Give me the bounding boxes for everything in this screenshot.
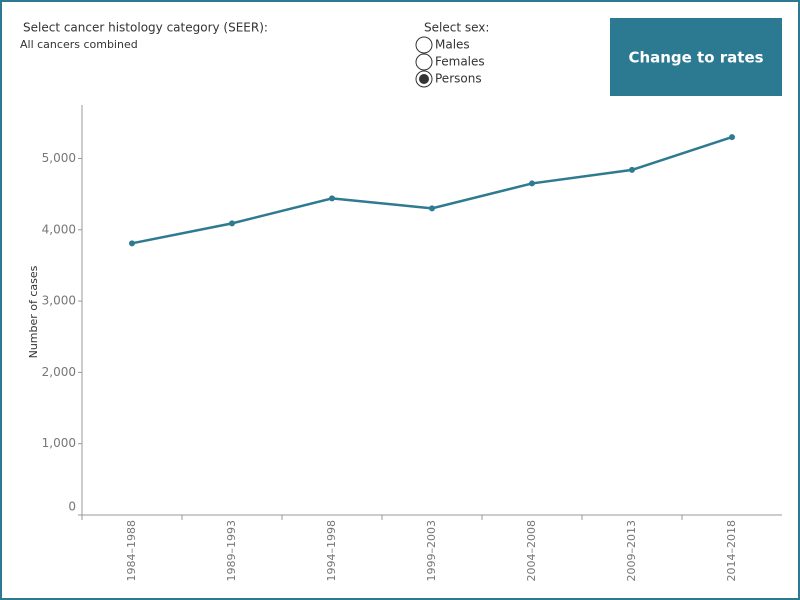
x-tick-label: 1989–1993 xyxy=(225,520,238,582)
change-button[interactable] xyxy=(610,18,782,96)
point xyxy=(329,195,335,202)
y-tick-label: 1,000 xyxy=(42,436,76,450)
x-tick-label: 2009–2013 xyxy=(625,520,638,582)
radio[interactable] xyxy=(415,36,433,54)
histology-value[interactable]: All cancers combined xyxy=(20,38,138,51)
x-tick-label: 1999–2003 xyxy=(425,520,438,582)
line xyxy=(131,135,733,245)
point xyxy=(529,180,535,187)
y-tick-label: 3,000 xyxy=(42,294,76,308)
radio-label[interactable]: Persons xyxy=(435,72,482,86)
point xyxy=(429,205,435,212)
histology-label: Select cancer histology category (SEER): xyxy=(23,21,268,35)
x-tick-label: 1984–1988 xyxy=(125,520,138,582)
point xyxy=(129,240,135,247)
y-tick-label: 2,000 xyxy=(42,365,76,379)
y-title: Number of cases xyxy=(27,265,40,358)
button-label[interactable]: Change to rates xyxy=(628,49,763,67)
radio[interactable] xyxy=(415,53,433,71)
x-tick-label: 2014–2018 xyxy=(725,520,738,582)
x-tick-label: 2004–2008 xyxy=(525,520,538,582)
x-tick-label: 1994–1998 xyxy=(325,520,338,582)
radio-dot[interactable] xyxy=(419,74,429,84)
point xyxy=(229,220,235,227)
y-tick-label: 0 xyxy=(68,500,76,514)
y-tick-label: 5,000 xyxy=(42,151,76,165)
point xyxy=(629,166,635,173)
y-tick-label: 4,000 xyxy=(42,222,76,236)
radio-label[interactable]: Males xyxy=(435,38,470,52)
point xyxy=(729,134,735,141)
sex-label: Select sex: xyxy=(424,21,489,35)
radio-label[interactable]: Females xyxy=(435,55,485,69)
